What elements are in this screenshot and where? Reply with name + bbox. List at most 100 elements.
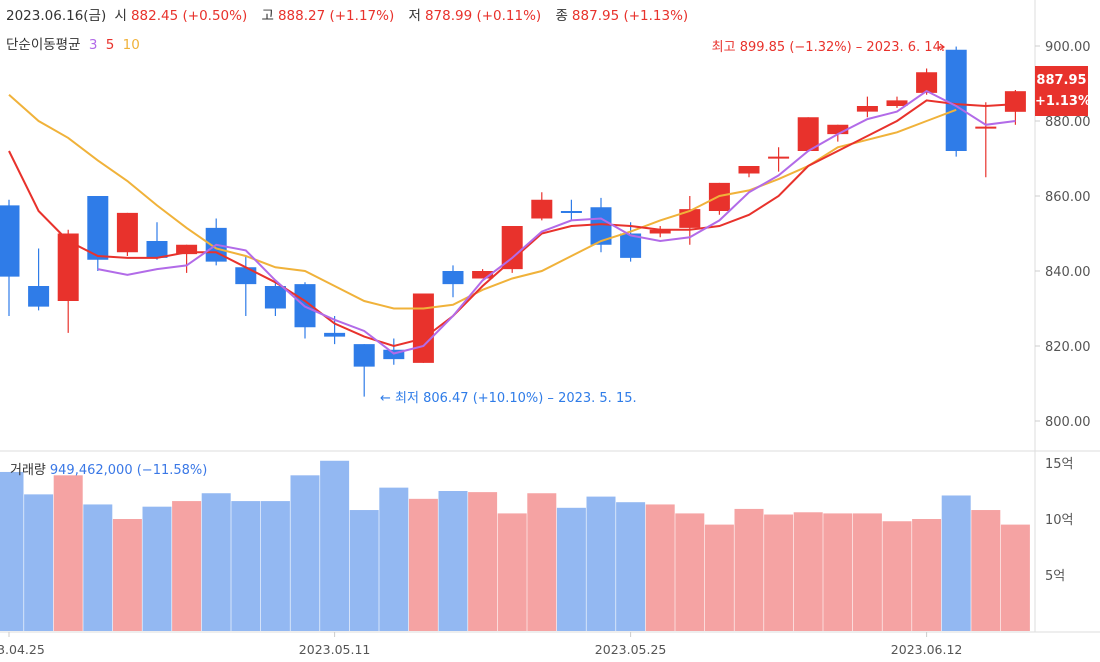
volume-tick-label: 15억 [1045, 457, 1074, 472]
volume-bar [586, 496, 616, 631]
candle-body [235, 267, 257, 285]
candle-body [472, 271, 494, 279]
candle-body [679, 209, 701, 228]
y-tick-label: 900.00 [1045, 40, 1091, 55]
ma3-legend: 3 [88, 37, 98, 53]
volume-bar [290, 475, 320, 631]
volume-bar [882, 521, 912, 631]
candle-body [264, 286, 286, 309]
candle-body [916, 72, 938, 93]
candle-body [945, 49, 967, 151]
volume-bar [497, 513, 527, 631]
candle-body [620, 233, 642, 258]
candle-body [442, 271, 464, 285]
volume-bar [408, 498, 438, 631]
close-value: 887.95 (+1.13%) [571, 8, 689, 24]
ma5-line [8, 99, 1016, 348]
volume-bar [527, 493, 557, 631]
candle-body [87, 196, 109, 260]
volume-bar [645, 504, 675, 631]
candle-body [975, 126, 997, 129]
volume-bar [468, 492, 498, 631]
high-value: 888.27 (+1.17%) [277, 8, 395, 24]
candle-body [768, 156, 790, 159]
ma-legend-label: 단순이동평균 [6, 37, 81, 53]
current-change: +1.13% [1035, 94, 1091, 109]
volume-bar [231, 501, 261, 631]
candle-body [738, 166, 760, 174]
volume-bar [83, 504, 113, 631]
candle-body [412, 293, 434, 363]
max-arrow-icon [938, 43, 945, 51]
volume-bar [675, 513, 705, 631]
volume-tick-label: 5억 [1045, 569, 1065, 584]
volume-bar [379, 487, 409, 631]
candle-body [856, 106, 878, 112]
moving-average-lines [8, 89, 1016, 355]
candle-body [886, 100, 908, 106]
volume-bar [260, 501, 290, 631]
volume-tick-label: 10억 [1045, 513, 1074, 528]
volume-bar [438, 491, 468, 631]
current-price: 887.95 [1036, 73, 1087, 88]
volume-bar [823, 513, 853, 631]
volume-bar [912, 519, 942, 631]
y-tick-label: 880.00 [1045, 115, 1091, 130]
candle-body [116, 212, 138, 253]
candle-body [0, 205, 20, 277]
volume-bar [24, 494, 54, 631]
current-price-tag: 887.95 +1.13% [1035, 66, 1091, 116]
candle-body [827, 124, 849, 135]
ma-legend: 단순이동평균 3 5 10 [6, 33, 144, 53]
volume-bar [142, 506, 172, 631]
candle-body [797, 117, 819, 151]
high-label: 고 [261, 8, 274, 24]
volume-bar [616, 502, 646, 631]
candle-body [1004, 91, 1026, 112]
low-value: 878.99 (+0.11%) [424, 8, 542, 24]
volume-label: 거래량 949,462,000 (−11.58%) [10, 459, 207, 478]
volume-bar [764, 514, 794, 631]
candle-body [590, 207, 612, 245]
ma3-line [97, 89, 1016, 355]
axes: 900.00 880.00 860.00 840.00 820.00 800.00 15억 1… [0, 40, 1091, 657]
y-tick-label: 840.00 [1045, 265, 1091, 280]
candle-body [501, 226, 523, 270]
volume-title: 거래량 [10, 463, 46, 478]
candle-body [146, 241, 168, 258]
x-tick-label: 2023.05.11 [299, 642, 371, 657]
candle-body [531, 199, 553, 219]
ma10-legend: 10 [122, 37, 140, 53]
candle-body [560, 211, 582, 213]
ma10-line [8, 94, 957, 310]
max-annotation: 최고 899.85 (−1.32%) – 2023. 6. 14. [712, 40, 945, 55]
volume-bar [704, 524, 734, 631]
ma5-legend: 5 [105, 37, 115, 53]
open-label: 시 [114, 8, 127, 24]
y-tick-label: 860.00 [1045, 190, 1091, 205]
volume-bar [1000, 524, 1030, 631]
y-tick-label: 800.00 [1045, 415, 1091, 430]
volume-bars [0, 460, 1030, 631]
candle-body [176, 244, 198, 255]
volume-bar [793, 512, 823, 631]
volume-value: 949,462,000 (−11.58%) [49, 463, 208, 478]
candle-body [649, 229, 671, 234]
volume-bar [172, 501, 202, 631]
volume-bar [971, 510, 1001, 631]
candle-body [324, 332, 346, 337]
annotations: 최고 899.85 (−1.32%) – 2023. 6. 14. ← 최저 8… [380, 40, 945, 406]
volume-bar [53, 475, 83, 631]
volume-bar [112, 519, 142, 631]
x-tick-label: 2023.04.25 [0, 642, 45, 657]
volume-bar [349, 510, 379, 631]
y-tick-label: 820.00 [1045, 340, 1091, 355]
x-tick-label: 2023.05.25 [595, 642, 667, 657]
open-value: 882.45 (+0.50%) [130, 8, 248, 24]
volume-bar [852, 513, 882, 631]
date-label: 2023.06.16(금) [6, 8, 107, 24]
candle-body [28, 286, 50, 307]
x-tick-label: 2023.06.12 [891, 642, 963, 657]
volume-bar [0, 471, 24, 631]
